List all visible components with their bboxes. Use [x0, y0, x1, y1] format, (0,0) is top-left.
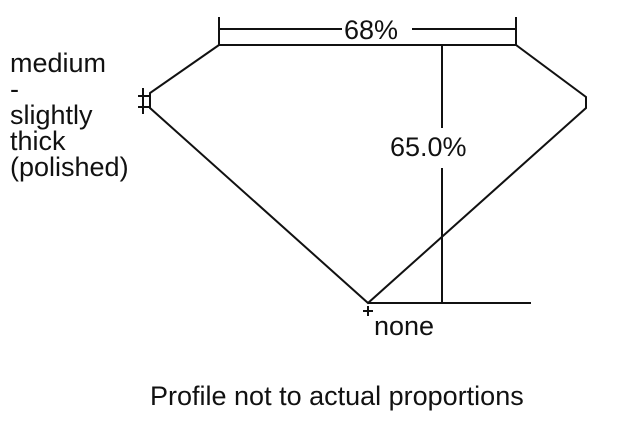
footnote: Profile not to actual proportions	[150, 381, 524, 411]
girdle-line: -	[10, 74, 19, 104]
girdle-line: (polished)	[10, 152, 129, 182]
girdle-label: medium - slightly thick (polished)	[10, 48, 129, 182]
culet-label: none	[374, 311, 435, 341]
table-width-label: 68%	[344, 15, 399, 45]
depth-label: 65.0%	[390, 132, 467, 162]
girdle-line: thick	[10, 126, 66, 156]
profile-outline	[149, 44, 587, 305]
girdle-line: slightly	[10, 100, 93, 130]
girdle-line: medium	[10, 48, 107, 78]
